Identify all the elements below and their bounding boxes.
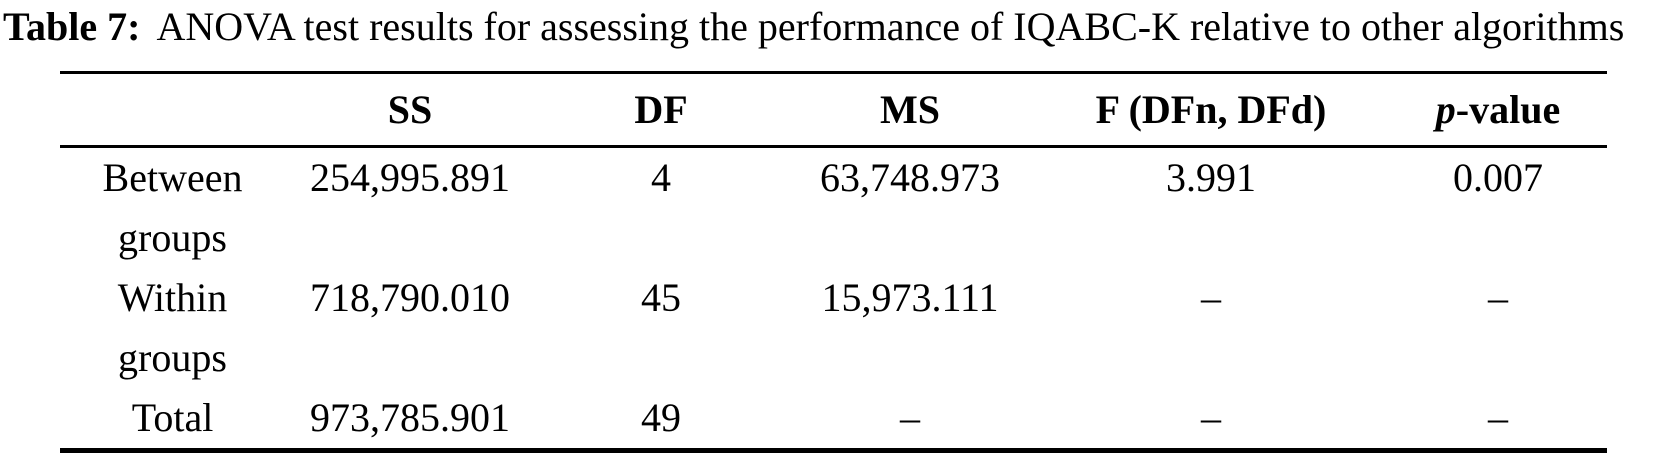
table-body: Between groups 254,995.891 4 63,748.973 … [60, 147, 1607, 451]
column-header-ss: SS [285, 72, 535, 148]
cell-ss: 973,785.901 [310, 395, 510, 440]
cell-pvalue: – [1488, 395, 1508, 440]
cell-f: – [1201, 275, 1221, 320]
table-header: SS DF MS F (DFn, DFd) p-value [60, 72, 1607, 148]
row-label: Between groups [102, 155, 243, 260]
column-header-ms: MS [787, 72, 1033, 148]
column-header-f: F (DFn, DFd) [1033, 72, 1389, 148]
column-header-df: DF [535, 72, 787, 148]
cell-f: – [1201, 395, 1221, 440]
cell-ms: 15,973.111 [821, 275, 999, 320]
cell-pvalue: 0.007 [1453, 155, 1543, 200]
table-caption-number: Table 7: [3, 4, 141, 49]
cell-pvalue: – [1488, 275, 1508, 320]
pvalue-italic-p: p [1435, 87, 1456, 132]
column-header-empty [60, 72, 285, 148]
anova-table: SS DF MS F (DFn, DFd) p-value Between gr… [60, 71, 1607, 453]
cell-df: 45 [641, 275, 681, 320]
pvalue-rest: -value [1455, 87, 1561, 132]
table-row-between-groups: Between groups 254,995.891 4 63,748.973 … [60, 147, 1607, 269]
cell-df: 4 [651, 155, 671, 200]
cell-df: 49 [641, 395, 681, 440]
table-caption-text: ANOVA test results for assessing the per… [156, 4, 1625, 49]
cell-f: 3.991 [1166, 155, 1256, 200]
header-row: SS DF MS F (DFn, DFd) p-value [60, 72, 1607, 148]
cell-ms: 63,748.973 [820, 155, 1000, 200]
table-row-within-groups: Within groups 718,790.010 45 15,973.111 … [60, 268, 1607, 388]
cell-ss: 254,995.891 [310, 155, 510, 200]
cell-ms: – [900, 395, 920, 440]
column-header-pvalue: p-value [1389, 72, 1607, 148]
table-caption: Table 7: ANOVA test results for assessing… [3, 2, 1663, 52]
row-label: Within groups [117, 275, 228, 380]
cell-ss: 718,790.010 [310, 275, 510, 320]
row-label: Total [131, 395, 214, 440]
table-row-total: Total 973,785.901 49 – – – [60, 388, 1607, 451]
